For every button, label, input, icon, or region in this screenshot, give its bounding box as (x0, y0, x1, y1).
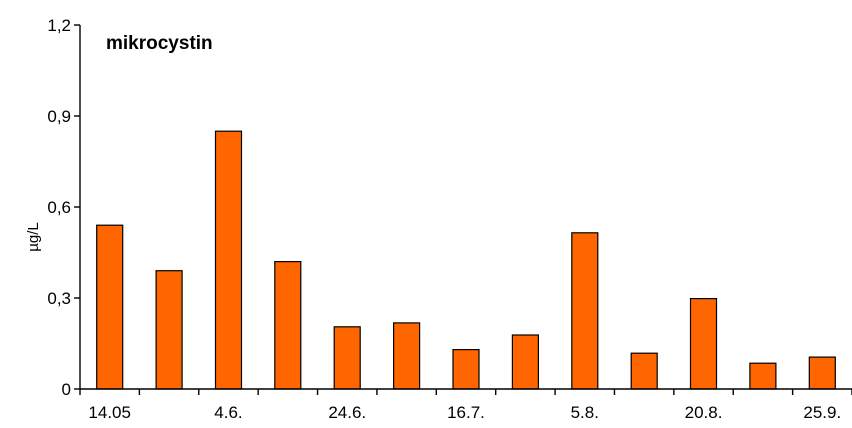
bar-11 (749, 362, 777, 390)
x-tick-label-4: 24.6. (328, 403, 366, 422)
x-tick-label-8: 5.8. (571, 403, 599, 422)
bar-7 (511, 334, 540, 390)
bar-1 (155, 270, 183, 390)
x-tick-label-6: 16.7. (447, 403, 485, 422)
x-tick-label-0: 14.05 (88, 403, 131, 422)
x-tick-label-10: 20.8. (685, 403, 723, 422)
bar-4 (333, 326, 361, 390)
bars-group (96, 130, 836, 390)
bar-12 (808, 356, 836, 390)
x-tick-label-2: 4.6. (214, 403, 242, 422)
bar-3 (274, 261, 302, 390)
y-tick-label-3: 0,9 (47, 107, 71, 126)
bar-6 (452, 349, 480, 390)
bar-5 (393, 322, 421, 390)
chart-title: mikrocystin (106, 33, 213, 54)
y-tick-label-0: 0 (62, 380, 71, 399)
y-tick-label-2: 0,6 (47, 198, 71, 217)
axes-group: 0 0,3 0,6 0,9 1,2 14.05 4.6. 24.6. 16.7. 5.8. 20.8… (47, 16, 852, 422)
y-tick-label-1: 0,3 (47, 289, 71, 308)
bar-8 (571, 232, 599, 390)
x-tick-label-12: 25.9. (803, 403, 841, 422)
y-axis-label: µg/L (25, 222, 42, 252)
bar-0 (96, 224, 124, 390)
bar-10 (689, 298, 718, 390)
bar-2 (214, 130, 243, 390)
y-tick-label-4: 1,2 (47, 16, 71, 35)
bar-9 (630, 352, 658, 390)
